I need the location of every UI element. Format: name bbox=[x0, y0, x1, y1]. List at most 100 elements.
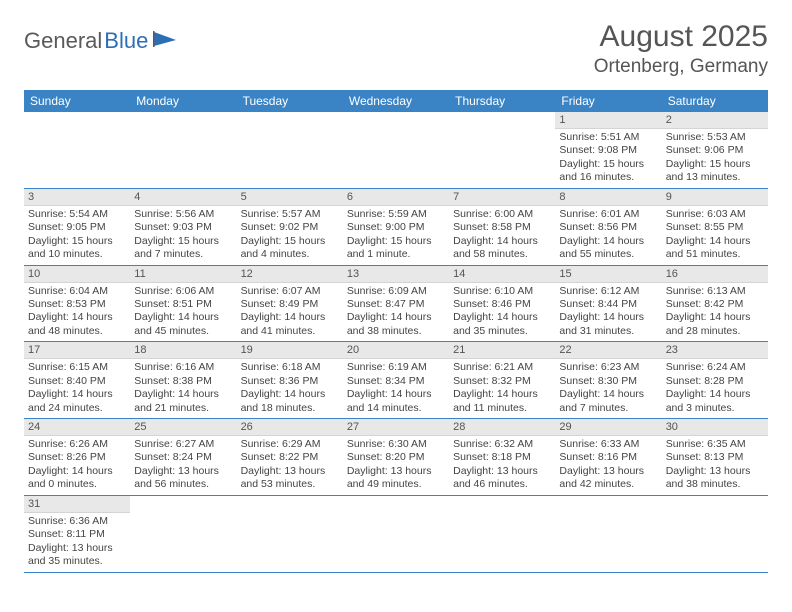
sunrise-text: Sunrise: 6:07 AM bbox=[241, 285, 339, 298]
day-number: 23 bbox=[662, 342, 768, 359]
calendar-cell bbox=[449, 112, 555, 188]
weekday-header: Friday bbox=[555, 90, 661, 112]
sunset-text: Sunset: 9:08 PM bbox=[559, 144, 657, 157]
daylight-text: Daylight: 15 hours and 13 minutes. bbox=[666, 158, 764, 185]
sunset-text: Sunset: 8:32 PM bbox=[453, 375, 551, 388]
calendar-cell bbox=[130, 495, 236, 572]
cell-body: Sunrise: 5:51 AMSunset: 9:08 PMDaylight:… bbox=[555, 129, 661, 188]
daylight-text: Daylight: 13 hours and 53 minutes. bbox=[241, 465, 339, 492]
location-subtitle: Ortenberg, Germany bbox=[594, 56, 768, 78]
calendar-cell: 26Sunrise: 6:29 AMSunset: 8:22 PMDayligh… bbox=[237, 419, 343, 496]
sunset-text: Sunset: 8:20 PM bbox=[347, 451, 445, 464]
sunrise-text: Sunrise: 6:27 AM bbox=[134, 438, 232, 451]
day-number: 17 bbox=[24, 342, 130, 359]
sunset-text: Sunset: 8:30 PM bbox=[559, 375, 657, 388]
calendar-cell: 11Sunrise: 6:06 AMSunset: 8:51 PMDayligh… bbox=[130, 265, 236, 342]
day-number: 25 bbox=[130, 419, 236, 436]
day-number-empty bbox=[130, 112, 236, 128]
day-number-empty bbox=[237, 496, 343, 512]
sunset-text: Sunset: 8:56 PM bbox=[559, 221, 657, 234]
sunset-text: Sunset: 8:55 PM bbox=[666, 221, 764, 234]
calendar-cell bbox=[662, 495, 768, 572]
calendar-cell: 2Sunrise: 5:53 AMSunset: 9:06 PMDaylight… bbox=[662, 112, 768, 188]
sunset-text: Sunset: 8:44 PM bbox=[559, 298, 657, 311]
cell-body: Sunrise: 6:36 AMSunset: 8:11 PMDaylight:… bbox=[24, 513, 130, 572]
cell-body: Sunrise: 6:01 AMSunset: 8:56 PMDaylight:… bbox=[555, 206, 661, 265]
daylight-text: Daylight: 13 hours and 42 minutes. bbox=[559, 465, 657, 492]
day-number-empty bbox=[555, 496, 661, 512]
calendar-cell bbox=[130, 112, 236, 188]
sunset-text: Sunset: 8:36 PM bbox=[241, 375, 339, 388]
header: General Blue August 2025 Ortenberg, Germ… bbox=[24, 20, 768, 78]
cell-body: Sunrise: 5:57 AMSunset: 9:02 PMDaylight:… bbox=[237, 206, 343, 265]
day-number: 14 bbox=[449, 266, 555, 283]
sunset-text: Sunset: 8:58 PM bbox=[453, 221, 551, 234]
daylight-text: Daylight: 13 hours and 49 minutes. bbox=[347, 465, 445, 492]
calendar-table: Sunday Monday Tuesday Wednesday Thursday… bbox=[24, 90, 768, 573]
weekday-header: Saturday bbox=[662, 90, 768, 112]
daylight-text: Daylight: 13 hours and 35 minutes. bbox=[28, 542, 126, 569]
cell-body: Sunrise: 6:19 AMSunset: 8:34 PMDaylight:… bbox=[343, 359, 449, 418]
calendar-cell: 24Sunrise: 6:26 AMSunset: 8:26 PMDayligh… bbox=[24, 419, 130, 496]
daylight-text: Daylight: 14 hours and 38 minutes. bbox=[347, 311, 445, 338]
calendar-cell: 4Sunrise: 5:56 AMSunset: 9:03 PMDaylight… bbox=[130, 188, 236, 265]
sunset-text: Sunset: 8:40 PM bbox=[28, 375, 126, 388]
sunset-text: Sunset: 9:00 PM bbox=[347, 221, 445, 234]
day-number: 6 bbox=[343, 189, 449, 206]
calendar-cell: 17Sunrise: 6:15 AMSunset: 8:40 PMDayligh… bbox=[24, 342, 130, 419]
day-number: 10 bbox=[24, 266, 130, 283]
daylight-text: Daylight: 14 hours and 3 minutes. bbox=[666, 388, 764, 415]
calendar-cell bbox=[555, 495, 661, 572]
weekday-header: Monday bbox=[130, 90, 236, 112]
daylight-text: Daylight: 15 hours and 7 minutes. bbox=[134, 235, 232, 262]
sunrise-text: Sunrise: 6:06 AM bbox=[134, 285, 232, 298]
sunrise-text: Sunrise: 6:01 AM bbox=[559, 208, 657, 221]
calendar-row: 3Sunrise: 5:54 AMSunset: 9:05 PMDaylight… bbox=[24, 188, 768, 265]
sunset-text: Sunset: 8:46 PM bbox=[453, 298, 551, 311]
cell-body: Sunrise: 5:53 AMSunset: 9:06 PMDaylight:… bbox=[662, 129, 768, 188]
sunrise-text: Sunrise: 6:09 AM bbox=[347, 285, 445, 298]
weekday-header: Sunday bbox=[24, 90, 130, 112]
calendar-cell: 18Sunrise: 6:16 AMSunset: 8:38 PMDayligh… bbox=[130, 342, 236, 419]
daylight-text: Daylight: 14 hours and 45 minutes. bbox=[134, 311, 232, 338]
calendar-cell bbox=[343, 495, 449, 572]
sunrise-text: Sunrise: 6:26 AM bbox=[28, 438, 126, 451]
calendar-cell: 21Sunrise: 6:21 AMSunset: 8:32 PMDayligh… bbox=[449, 342, 555, 419]
day-number: 5 bbox=[237, 189, 343, 206]
daylight-text: Daylight: 14 hours and 55 minutes. bbox=[559, 235, 657, 262]
calendar-cell: 16Sunrise: 6:13 AMSunset: 8:42 PMDayligh… bbox=[662, 265, 768, 342]
cell-body: Sunrise: 6:12 AMSunset: 8:44 PMDaylight:… bbox=[555, 283, 661, 342]
cell-body: Sunrise: 6:18 AMSunset: 8:36 PMDaylight:… bbox=[237, 359, 343, 418]
calendar-cell: 5Sunrise: 5:57 AMSunset: 9:02 PMDaylight… bbox=[237, 188, 343, 265]
cell-body: Sunrise: 5:56 AMSunset: 9:03 PMDaylight:… bbox=[130, 206, 236, 265]
calendar-cell bbox=[24, 112, 130, 188]
day-number: 11 bbox=[130, 266, 236, 283]
sunrise-text: Sunrise: 5:59 AM bbox=[347, 208, 445, 221]
daylight-text: Daylight: 15 hours and 4 minutes. bbox=[241, 235, 339, 262]
sunset-text: Sunset: 8:49 PM bbox=[241, 298, 339, 311]
day-number: 9 bbox=[662, 189, 768, 206]
sunset-text: Sunset: 9:02 PM bbox=[241, 221, 339, 234]
sunset-text: Sunset: 8:42 PM bbox=[666, 298, 764, 311]
day-number: 7 bbox=[449, 189, 555, 206]
calendar-cell: 23Sunrise: 6:24 AMSunset: 8:28 PMDayligh… bbox=[662, 342, 768, 419]
sunset-text: Sunset: 8:47 PM bbox=[347, 298, 445, 311]
cell-body: Sunrise: 6:07 AMSunset: 8:49 PMDaylight:… bbox=[237, 283, 343, 342]
sunrise-text: Sunrise: 6:29 AM bbox=[241, 438, 339, 451]
sunrise-text: Sunrise: 6:19 AM bbox=[347, 361, 445, 374]
cell-body: Sunrise: 6:15 AMSunset: 8:40 PMDaylight:… bbox=[24, 359, 130, 418]
sunrise-text: Sunrise: 6:18 AM bbox=[241, 361, 339, 374]
weekday-header-row: Sunday Monday Tuesday Wednesday Thursday… bbox=[24, 90, 768, 112]
sunset-text: Sunset: 8:28 PM bbox=[666, 375, 764, 388]
day-number: 28 bbox=[449, 419, 555, 436]
day-number: 12 bbox=[237, 266, 343, 283]
cell-body: Sunrise: 6:13 AMSunset: 8:42 PMDaylight:… bbox=[662, 283, 768, 342]
daylight-text: Daylight: 14 hours and 51 minutes. bbox=[666, 235, 764, 262]
calendar-cell: 7Sunrise: 6:00 AMSunset: 8:58 PMDaylight… bbox=[449, 188, 555, 265]
day-number: 20 bbox=[343, 342, 449, 359]
daylight-text: Daylight: 15 hours and 1 minute. bbox=[347, 235, 445, 262]
day-number: 22 bbox=[555, 342, 661, 359]
cell-body: Sunrise: 6:00 AMSunset: 8:58 PMDaylight:… bbox=[449, 206, 555, 265]
calendar-cell: 12Sunrise: 6:07 AMSunset: 8:49 PMDayligh… bbox=[237, 265, 343, 342]
sunrise-text: Sunrise: 5:57 AM bbox=[241, 208, 339, 221]
